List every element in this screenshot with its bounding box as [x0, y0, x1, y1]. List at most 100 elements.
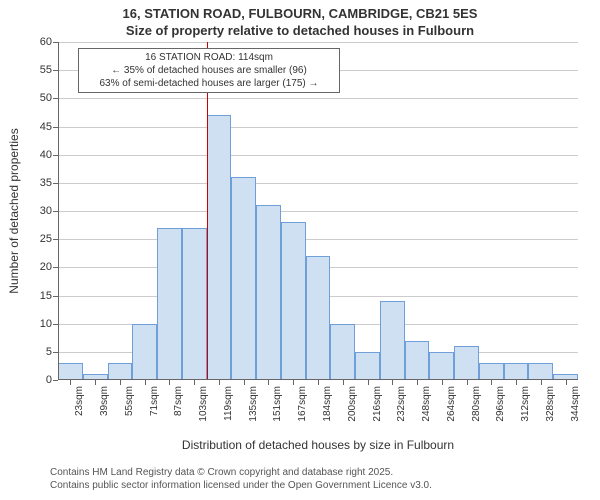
- x-tick-label: 119sqm: [223, 386, 234, 421]
- y-tick-mark: [53, 70, 58, 71]
- histogram-bar: [256, 205, 281, 380]
- annotation-line-3: 63% of semi-detached houses are larger (…: [83, 77, 335, 90]
- x-tick-label: 39sqm: [99, 386, 110, 416]
- y-tick-mark: [53, 239, 58, 240]
- title-line-2: Size of property relative to detached ho…: [0, 23, 600, 40]
- footer-attribution: Contains HM Land Registry data © Crown c…: [50, 466, 432, 492]
- x-tick-mark: [417, 380, 418, 385]
- x-tick-label: 312sqm: [520, 386, 531, 422]
- title-line-1: 16, STATION ROAD, FULBOURN, CAMBRIDGE, C…: [0, 6, 600, 23]
- histogram-bar: [207, 115, 232, 380]
- histogram-bar: [330, 324, 355, 380]
- histogram-bar: [504, 363, 529, 380]
- x-tick-label: 23sqm: [74, 386, 85, 416]
- x-tick-mark: [120, 380, 121, 385]
- plot-area: 16 STATION ROAD: 114sqm ← 35% of detache…: [58, 42, 578, 380]
- x-tick-label: 232sqm: [396, 386, 407, 422]
- x-tick-label: 296sqm: [495, 386, 506, 422]
- y-tick-label: 0: [0, 374, 52, 386]
- histogram-bar: [108, 363, 133, 380]
- y-tick-label: 55: [0, 64, 52, 76]
- histogram-bar: [429, 352, 454, 380]
- y-tick-mark: [53, 296, 58, 297]
- y-tick-label: 40: [0, 149, 52, 161]
- y-tick-label: 35: [0, 177, 52, 189]
- histogram-bar: [231, 177, 256, 380]
- y-tick-mark: [53, 42, 58, 43]
- y-tick-mark: [53, 352, 58, 353]
- y-tick-mark: [53, 98, 58, 99]
- gridline: [58, 211, 578, 212]
- gridline: [58, 239, 578, 240]
- y-tick-mark: [53, 211, 58, 212]
- annotation-line-2: ← 35% of detached houses are smaller (96…: [83, 64, 335, 77]
- y-tick-mark: [53, 127, 58, 128]
- y-tick-label: 10: [0, 318, 52, 330]
- x-tick-mark: [293, 380, 294, 385]
- x-tick-label: 71sqm: [149, 386, 160, 416]
- x-tick-label: 184sqm: [322, 386, 333, 422]
- x-tick-mark: [392, 380, 393, 385]
- histogram-bar: [157, 228, 182, 380]
- x-tick-mark: [368, 380, 369, 385]
- y-tick-label: 50: [0, 92, 52, 104]
- y-tick-mark: [53, 267, 58, 268]
- x-tick-label: 55sqm: [124, 386, 135, 416]
- histogram-bar: [380, 301, 405, 380]
- x-tick-label: 264sqm: [446, 386, 457, 422]
- x-tick-mark: [491, 380, 492, 385]
- y-tick-label: 20: [0, 261, 52, 273]
- gridline: [58, 183, 578, 184]
- y-tick-mark: [53, 380, 58, 381]
- x-tick-mark: [467, 380, 468, 385]
- x-tick-label: 87sqm: [173, 386, 184, 416]
- x-tick-label: 328sqm: [545, 386, 556, 422]
- x-tick-mark: [566, 380, 567, 385]
- y-axis-line: [58, 42, 59, 380]
- x-tick-mark: [70, 380, 71, 385]
- x-tick-label: 216sqm: [372, 386, 383, 422]
- annotation-line-1: 16 STATION ROAD: 114sqm: [83, 51, 335, 64]
- x-tick-label: 151sqm: [272, 386, 283, 422]
- x-tick-mark: [169, 380, 170, 385]
- y-tick-label: 5: [0, 346, 52, 358]
- x-tick-label: 280sqm: [471, 386, 482, 422]
- y-tick-label: 30: [0, 205, 52, 217]
- y-tick-mark: [53, 155, 58, 156]
- x-tick-mark: [95, 380, 96, 385]
- x-tick-mark: [194, 380, 195, 385]
- histogram-bar: [479, 363, 504, 380]
- chart-container: 16, STATION ROAD, FULBOURN, CAMBRIDGE, C…: [0, 0, 600, 500]
- histogram-bar: [182, 228, 207, 380]
- gridline: [58, 42, 578, 43]
- x-tick-label: 248sqm: [421, 386, 432, 422]
- x-tick-label: 135sqm: [248, 386, 259, 422]
- annotation-box: 16 STATION ROAD: 114sqm ← 35% of detache…: [78, 48, 340, 93]
- footer-line-2: Contains public sector information licen…: [50, 479, 432, 492]
- x-tick-label: 103sqm: [198, 386, 209, 422]
- x-axis-label: Distribution of detached houses by size …: [58, 438, 578, 452]
- chart-title: 16, STATION ROAD, FULBOURN, CAMBRIDGE, C…: [0, 0, 600, 40]
- gridline: [58, 155, 578, 156]
- x-tick-label: 344sqm: [570, 386, 581, 422]
- x-tick-mark: [516, 380, 517, 385]
- histogram-bar: [528, 363, 553, 380]
- histogram-bar: [405, 341, 430, 380]
- gridline: [58, 98, 578, 99]
- footer-line-1: Contains HM Land Registry data © Crown c…: [50, 466, 432, 479]
- y-tick-mark: [53, 324, 58, 325]
- x-tick-mark: [343, 380, 344, 385]
- y-tick-label: 25: [0, 233, 52, 245]
- y-tick-label: 45: [0, 121, 52, 133]
- x-tick-mark: [244, 380, 245, 385]
- y-tick-mark: [53, 183, 58, 184]
- histogram-bar: [306, 256, 331, 380]
- x-tick-mark: [442, 380, 443, 385]
- x-tick-mark: [219, 380, 220, 385]
- x-tick-mark: [318, 380, 319, 385]
- x-tick-label: 167sqm: [297, 386, 308, 422]
- x-tick-mark: [541, 380, 542, 385]
- x-tick-mark: [145, 380, 146, 385]
- y-tick-label: 15: [0, 290, 52, 302]
- histogram-bar: [355, 352, 380, 380]
